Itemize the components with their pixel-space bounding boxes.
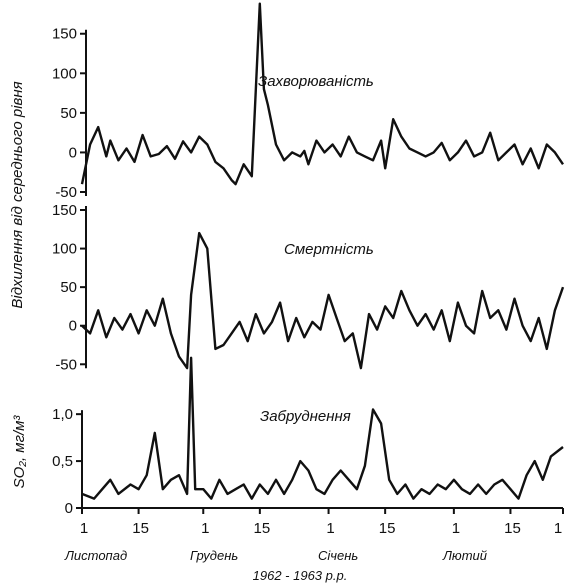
month-label-february: Лютий (442, 548, 487, 563)
panel-3: 1,0 0,5 0 Забруднення SO₂, мг/м³ (11, 356, 564, 517)
x-tick-label: 1 (554, 520, 562, 537)
series-label: Забруднення (260, 408, 351, 425)
y-tick-label: 150 (52, 26, 77, 43)
x-axis-ticks: 1 15 1 15 1 15 1 15 1 (80, 508, 564, 537)
y-tick-label: 0 (65, 500, 73, 517)
series-label: Смертність (284, 241, 374, 258)
y-tick-label: 100 (52, 241, 77, 258)
series-line-2 (81, 231, 565, 370)
y-tick-label: 100 (52, 65, 77, 82)
y-tick-label: 1,0 (52, 406, 73, 423)
series-label: Захворюваність (258, 73, 374, 90)
y-axis-label: Відхилення від середнього рівня (9, 81, 26, 308)
month-label-december: Грудень (190, 548, 238, 563)
y-tick-label: 50 (60, 279, 77, 296)
so2-axis-label: SO₂, мг/м³ (11, 415, 28, 489)
month-label-november: Листопад (64, 548, 127, 563)
panel-1: 150 100 50 0 -50 Захворюваність (52, 2, 564, 201)
panel-2: 150 100 50 0 -50 Смертність (52, 202, 565, 373)
y-tick-label: 0 (69, 318, 77, 335)
series-line-3 (81, 356, 564, 500)
x-tick-label: 1 (326, 520, 334, 537)
y-tick-label: -50 (55, 356, 77, 373)
x-tick-label: 15 (132, 520, 149, 537)
y-tick-label: -50 (55, 184, 77, 201)
y-tick-label: 0,5 (52, 453, 73, 470)
x-tick-label: 15 (379, 520, 396, 537)
x-tick-label: 15 (254, 520, 271, 537)
x-tick-label: 15 (504, 520, 521, 537)
month-label-january: Січень (318, 548, 358, 563)
series-line-1 (80, 2, 564, 186)
y-tick-label: 150 (52, 202, 77, 219)
chart-panels: 150 100 50 0 -50 Захворюваність 150 100 50 0 -50 См… (11, 2, 565, 517)
x-tick-label: 1 (80, 520, 88, 537)
y-tick-label: 0 (69, 144, 77, 161)
x-tick-label: 1 (201, 520, 209, 537)
x-tick-label: 1 (452, 520, 460, 537)
x-axis-label: 1962 - 1963 р.р. (253, 568, 348, 583)
y-tick-label: 50 (60, 105, 77, 122)
